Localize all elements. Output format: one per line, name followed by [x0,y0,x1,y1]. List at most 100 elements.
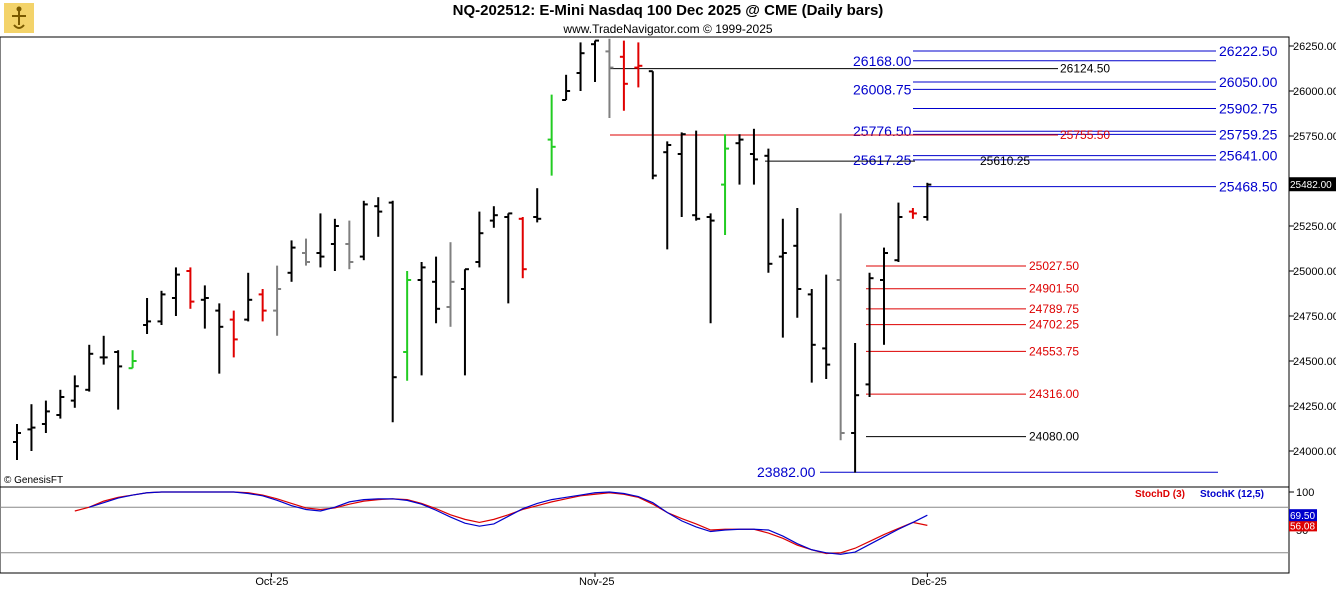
price-tick-label: 26000.00 [1293,86,1336,98]
stochd-value-badge [1289,519,1317,532]
ohlc-bar [403,271,412,381]
ohlc-bar [316,213,325,268]
ohlc-bar [99,335,108,365]
ohlc-bar [923,182,932,221]
level-label: 24702.25 [1029,318,1079,332]
level-label: 24316.00 [1029,387,1079,401]
ohlc-bar [287,240,296,282]
ohlc-bar [85,344,94,392]
date-label: Dec-25 [911,576,946,588]
ohlc-bar [648,70,657,180]
level-label: 23882.00 [757,464,816,480]
ohlc-bar [865,272,874,397]
ohlc-bar [706,213,715,324]
level-label: 26124.50 [1060,62,1110,76]
ohlc-bar [41,400,50,433]
stochd-legend: StochD (3) [1135,489,1185,500]
ohlc-bar [793,208,802,318]
price-tick-label: 24000.00 [1293,446,1336,458]
price-tick-label: 25750.00 [1293,131,1336,143]
price-tick-label: 24500.00 [1293,356,1336,368]
level-label: 25755.50 [1060,128,1110,142]
level-label: 26168.00 [853,53,912,69]
price-tick-label: 24750.00 [1293,311,1336,323]
date-label: Oct-25 [255,576,288,588]
stochk-line [89,491,928,555]
ohlc-bar [13,424,21,460]
ohlc-bar [663,141,672,250]
chart-title: NQ-202512: E-Mini Nasdaq 100 Dec 2025 @ … [452,2,884,19]
level-label: 25027.50 [1029,259,1079,273]
ohlc-bar [518,217,527,279]
level-label: 25641.00 [1219,148,1278,164]
ohlc-bar [186,267,195,309]
ohlc-bar [258,289,267,322]
ohlc-bar [880,247,888,345]
ohlc-bar [374,197,383,237]
ohlc-bar [764,148,773,273]
ohlc-bar [619,40,628,111]
ohlc-bar [576,42,585,91]
level-label: 26222.50 [1219,43,1278,59]
ohlc-bar [605,38,614,118]
stochk-value-badge [1289,509,1317,522]
ohlc-bar [432,256,441,324]
level-label: 25610.25 [980,154,1030,168]
stoch-tick-label: 100 [1296,487,1314,499]
ohlc-bar [215,303,224,374]
ohlc-bar [692,130,701,221]
ohlc-bar [345,220,354,270]
ohlc-bars [13,38,932,473]
ohlc-bar [908,208,917,219]
ohlc-bar [417,262,426,376]
ohlc-bar [533,188,542,223]
ohlc-bar [591,39,599,82]
price-tick-label: 26250.00 [1293,41,1336,53]
ohlc-bar [157,290,166,325]
ohlc-bar [200,285,209,329]
ohlc-bar [547,94,556,176]
last-price-badge [1289,177,1336,192]
price-tick-label: 25000.00 [1293,266,1336,278]
stochastic-panel [0,486,1290,574]
price-tick-label: 25250.00 [1293,221,1336,233]
ohlc-bar [836,213,845,441]
ohlc-bar [778,218,787,338]
price-tick-label: 24250.00 [1293,401,1336,413]
ohlc-bar [851,343,860,473]
ohlc-bar [171,267,180,316]
stochk-legend: StochK (12,5) [1200,489,1264,500]
ohlc-bar [114,350,123,410]
level-label: 25902.75 [1219,101,1278,117]
ohlc-bar [388,200,397,423]
ohlc-bar [562,74,571,101]
ohlc-bar [489,206,498,228]
ohlc-bar [359,200,368,261]
ohlc-bar [894,202,903,262]
ohlc-bar [27,404,36,451]
price-axis: 26250.0026000.0025750.0025500.0025250.00… [1289,41,1336,458]
ohlc-bar [446,242,455,327]
ohlc-bar [302,238,310,266]
level-label: 24789.75 [1029,302,1079,316]
level-label: 24901.50 [1029,282,1079,296]
ohlc-bar [273,265,282,336]
chart-subtitle: www.TradeNavigator.com © 1999-2025 [563,22,773,36]
price-levels: 26222.50 26168.00 26124.50 26050.00 26008.75… [610,43,1278,480]
level-label: 25759.25 [1219,126,1278,142]
ohlc-bar [822,274,831,379]
ohlc-bar [634,42,643,88]
stochk-value-label: 69.50 [1290,511,1315,522]
last-price-label: 25482.00 [1290,180,1332,191]
trade-navigator-logo-icon [4,3,34,33]
stochd-value-label: 56.08 [1290,521,1315,532]
ohlc-bar [143,298,152,334]
ohlc-bar [807,289,816,383]
ohlc-bar [677,132,686,217]
price-panel [0,36,1290,488]
copyright-label: © GenesisFT [4,475,63,486]
level-label: 25617.25 [853,152,912,168]
ohlc-bar [229,310,238,358]
